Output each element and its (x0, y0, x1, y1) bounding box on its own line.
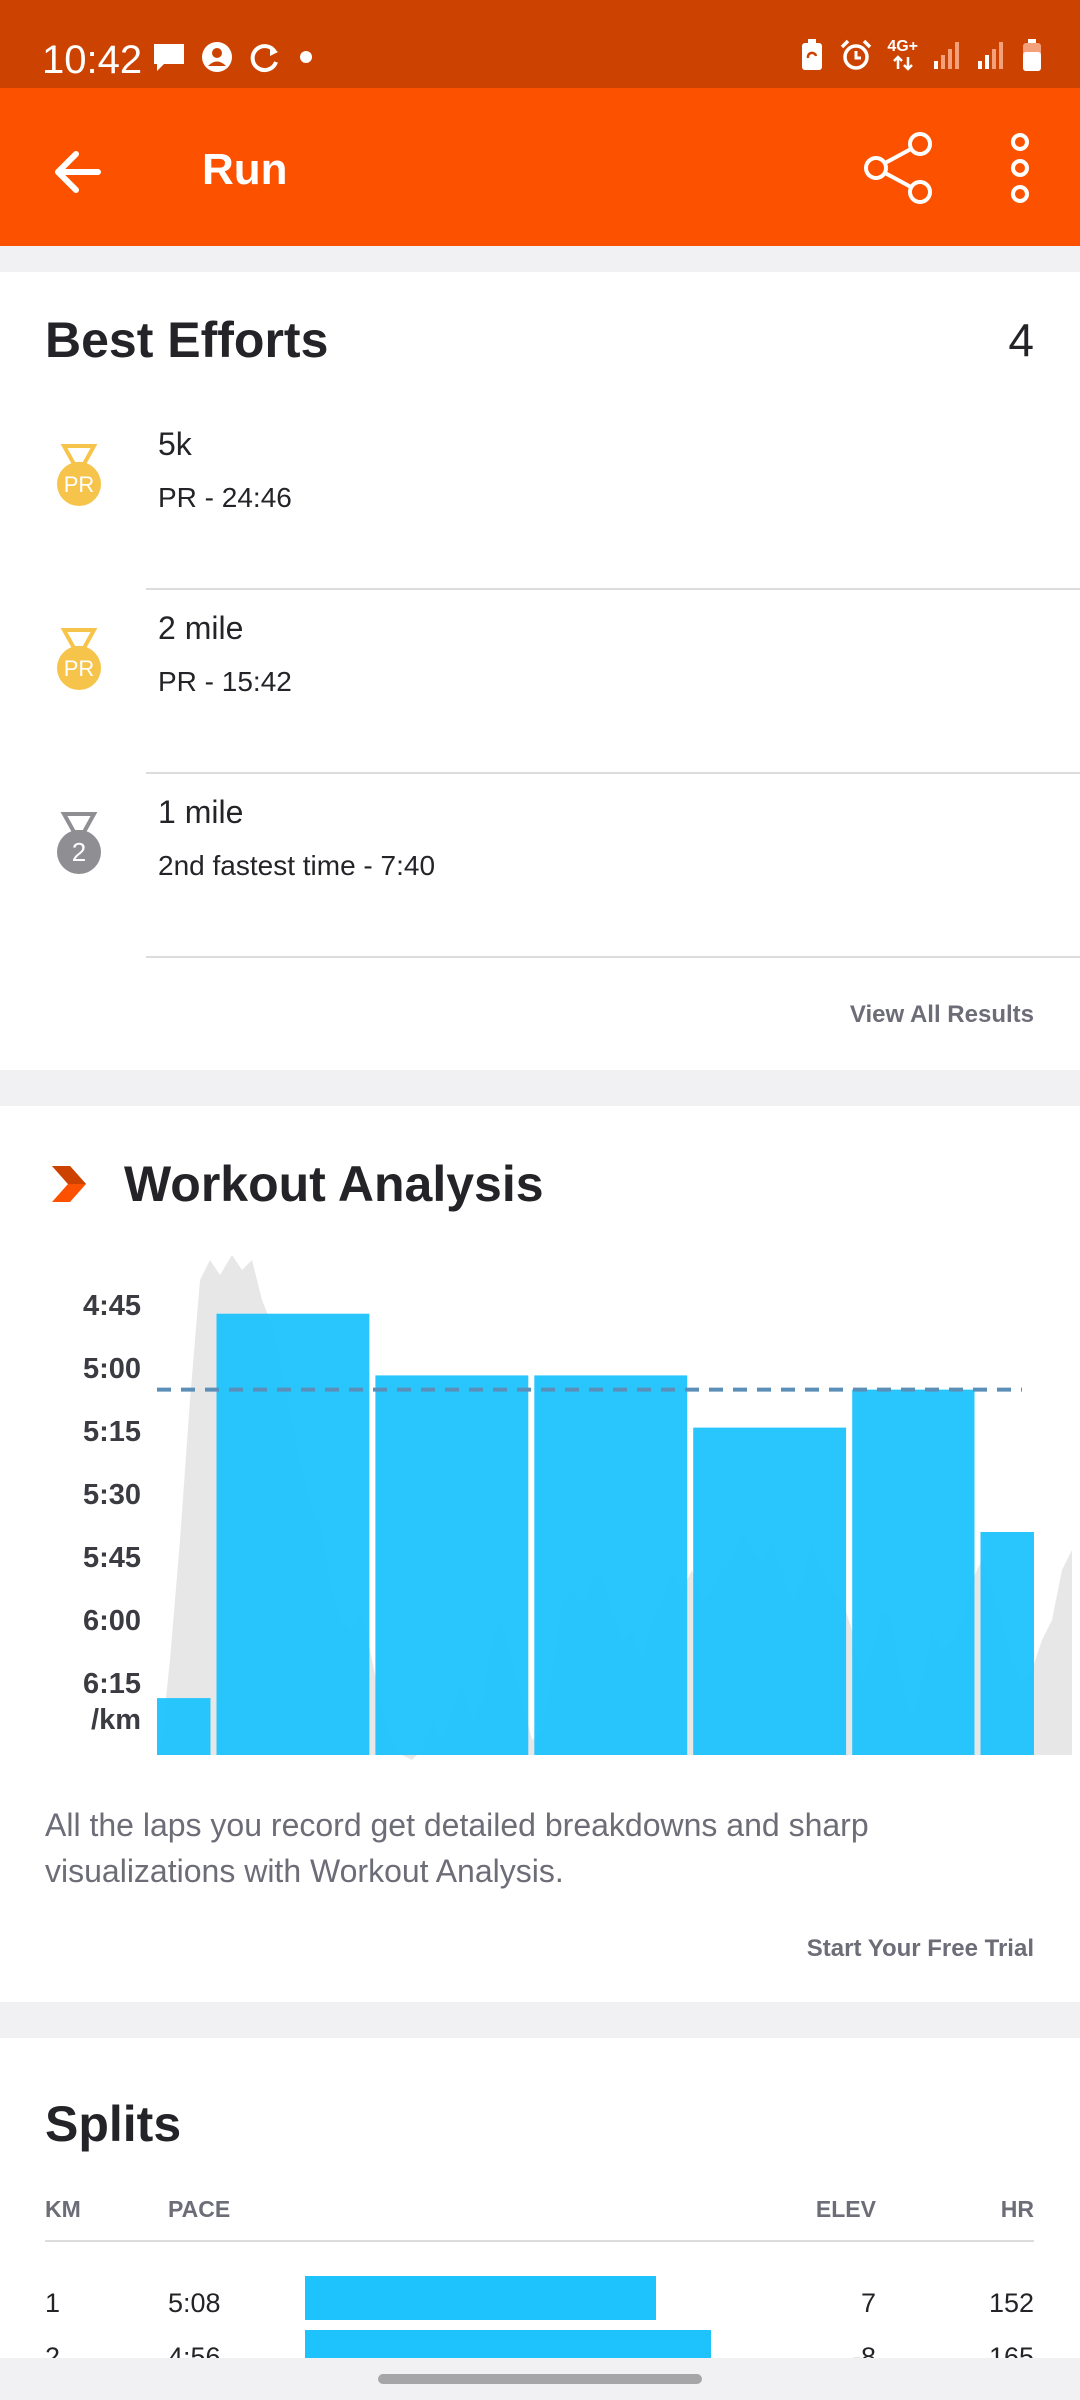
pace-bars (157, 1313, 1034, 1755)
back-arrow-icon[interactable] (46, 140, 110, 204)
home-indicator[interactable] (378, 2374, 702, 2384)
medal-label: PR (64, 656, 95, 681)
medal-label: PR (64, 472, 95, 497)
lap-bar (693, 1427, 847, 1755)
y-tick-label: 5:00 (83, 1353, 141, 1385)
divider (146, 956, 1080, 958)
battery-icon (1023, 39, 1041, 71)
y-unit-label: /km (91, 1704, 141, 1736)
status-bar: 10:42 4G+ (0, 0, 1080, 88)
column-header-hr: HR (1000, 2196, 1034, 2222)
notification-dot-icon (300, 51, 312, 63)
sync-icon (250, 44, 278, 73)
column-header-pace: PACE (168, 2196, 231, 2222)
lap-bar (534, 1375, 688, 1755)
best-efforts-card (0, 272, 1080, 1070)
split-pace-bar (305, 2276, 656, 2320)
column-header-elev: ELEV (815, 2196, 876, 2222)
effort-detail: PR - 24:46 (158, 482, 292, 513)
split-row: 1 5:08 7 152 (0, 2276, 1080, 2330)
column-header-km: KM (45, 2196, 81, 2222)
summit-chevron-icon (52, 1166, 86, 1202)
signal-icon (978, 42, 1003, 69)
network-type-label: 4G+ (887, 38, 918, 55)
best-efforts-title: Best Efforts (45, 312, 329, 368)
account-icon (202, 42, 232, 72)
divider (45, 2240, 1034, 2242)
status-right-icons: 4G+ (799, 38, 1044, 72)
split-pace: 5:08 (168, 2288, 221, 2318)
medal-label: 2 (72, 837, 86, 867)
lap-bar (980, 1532, 1034, 1755)
message-icon (154, 44, 184, 71)
alarm-icon (841, 39, 872, 70)
silver-medal-icon: 2 (57, 812, 101, 874)
split-hr: 152 (988, 2288, 1034, 2318)
effort-row-2-mile[interactable]: PR 2 mile PR - 15:42 (0, 590, 1080, 774)
lap-bar (375, 1375, 529, 1755)
pr-medal-icon: PR (57, 628, 101, 690)
effort-row-5k[interactable]: PR 5k PR - 24:46 (0, 406, 1080, 590)
pace-chart: 4:45 5:00 5:15 5:30 5:45 6:00 6:15 /km (83, 1255, 1072, 1760)
effort-name: 1 mile (158, 794, 244, 830)
effort-name: 2 mile (158, 610, 244, 646)
app-bar: Run (0, 88, 1080, 246)
lap-bar (157, 1698, 211, 1755)
divider (146, 588, 1080, 590)
effort-name: 5k (158, 426, 192, 462)
effort-detail: PR - 15:42 (158, 666, 292, 697)
lap-bar (216, 1313, 370, 1755)
more-vertical-icon[interactable] (1000, 128, 1040, 208)
effort-row-1-mile[interactable]: 2 1 mile 2nd fastest time - 7:40 (0, 774, 1080, 958)
y-tick-label: 6:15 (83, 1668, 141, 1700)
divider (146, 772, 1080, 774)
page-title: Run (202, 145, 288, 194)
effort-detail: 2nd fastest time - 7:40 (158, 850, 436, 881)
signal-icon (934, 42, 959, 69)
status-time: 10:42 (42, 38, 143, 82)
view-all-results-link[interactable]: View All Results (849, 1001, 1034, 1028)
start-free-trial-link[interactable]: Start Your Free Trial (806, 1935, 1034, 1962)
y-tick-label: 4:45 (83, 1290, 141, 1322)
splits-title: Splits (45, 2096, 182, 2152)
y-tick-label: 5:45 (83, 1542, 141, 1574)
lap-bar (852, 1389, 975, 1755)
best-efforts-count: 4 (1008, 314, 1034, 366)
pr-medal-icon: PR (57, 444, 101, 506)
y-axis-labels: 4:45 5:00 5:15 5:30 5:45 6:00 6:15 /km (83, 1290, 141, 1736)
y-tick-label: 5:30 (83, 1479, 141, 1511)
share-icon[interactable] (862, 128, 934, 208)
data-transfer-icon: 4G+ (887, 39, 918, 71)
battery-saver-icon (802, 39, 823, 70)
y-tick-label: 6:00 (83, 1605, 141, 1637)
workout-analysis-description: All the laps you record get detailed bre… (45, 1807, 869, 1889)
y-tick-label: 5:15 (83, 1416, 141, 1448)
status-left-icons (152, 40, 316, 74)
split-km: 1 (45, 2288, 61, 2318)
split-elev: 7 (860, 2288, 876, 2318)
workout-analysis-title: Workout Analysis (124, 1156, 544, 1212)
